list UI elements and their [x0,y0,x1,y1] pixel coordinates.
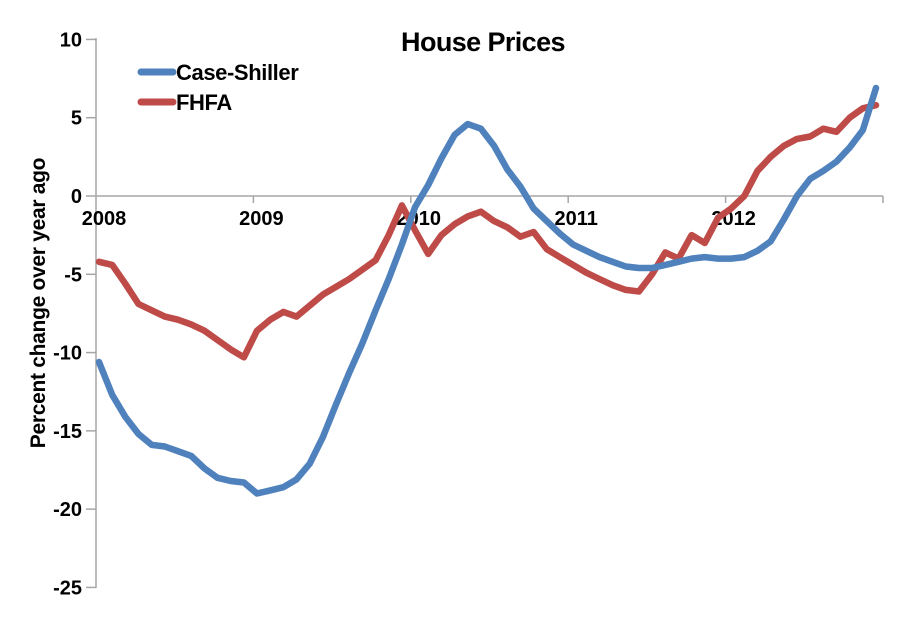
y-tick-label: 10 [60,29,82,51]
y-tick-label: 0 [71,186,82,208]
y-tick-label: -15 [53,421,82,443]
y-tick-label: -20 [53,499,82,521]
chart-title: House Prices [401,27,565,57]
legend-label-fhfa: FHFA [176,90,232,115]
y-tick-label: -5 [64,264,82,286]
series-line-case-shiller [95,84,880,497]
series-line-fhfa [95,101,880,361]
legend-label-case-shiller: Case-Shiller [176,60,299,85]
x-tick-label: 2008 [82,208,127,230]
x-tick-label: 2011 [555,208,598,230]
y-tick-label: -25 [53,577,82,599]
x-tick-label: 2009 [239,208,284,230]
y-axis-title: Percent change over year ago [27,158,50,448]
y-tick-label: 5 [71,108,82,130]
y-tick-label: -10 [53,343,82,365]
